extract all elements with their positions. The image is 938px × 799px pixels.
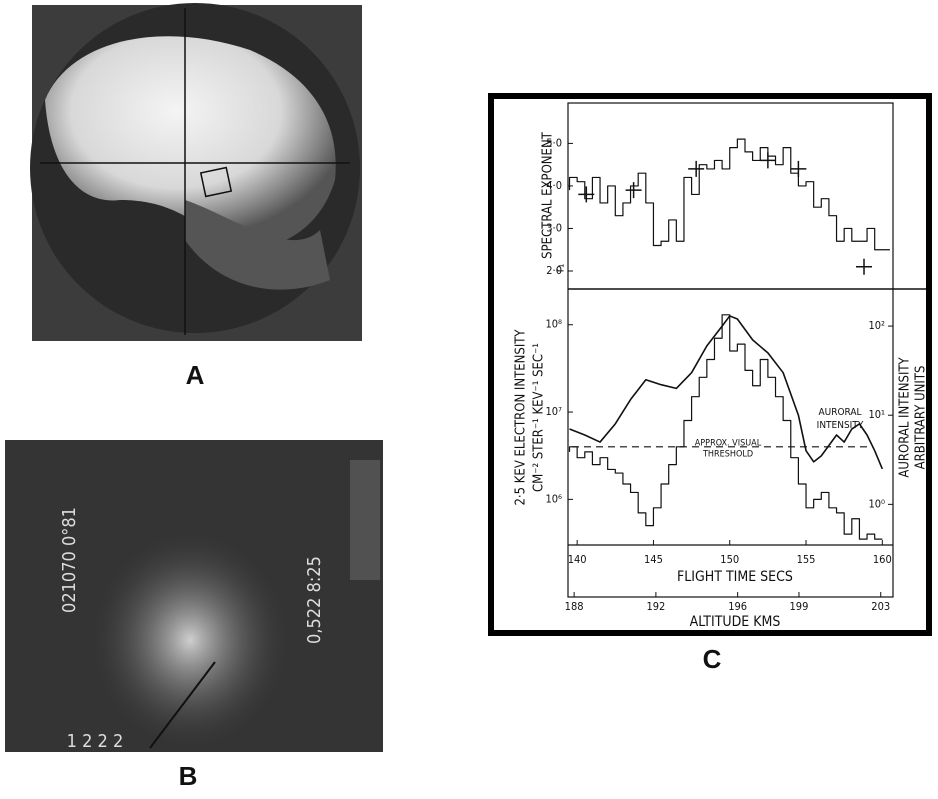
data-line bbox=[568, 314, 883, 540]
threshold-label: THRESHOLD bbox=[702, 449, 753, 459]
plot-frame bbox=[567, 102, 894, 598]
panel-label: C bbox=[703, 644, 722, 674]
error-cross bbox=[759, 152, 776, 169]
y-axis-label: SPECTRAL EXPONENT bbox=[541, 131, 556, 259]
y-tick-label: 10⁶ bbox=[545, 492, 562, 505]
film-text: 0,522 8:25 bbox=[304, 556, 325, 644]
x-tick-label: 140 bbox=[568, 553, 587, 566]
y-axis-label: 2·5 KEV ELECTRON INTENSITY bbox=[514, 329, 529, 506]
x-tick-label: 150 bbox=[720, 553, 739, 566]
film-text: 021070 0°81 bbox=[59, 507, 80, 613]
error-cross bbox=[578, 186, 595, 203]
x2-tick-label: 188 bbox=[565, 600, 584, 613]
film-text: 1 2 2 2 bbox=[67, 731, 124, 752]
y2-axis-label: ARBITRARY UNITS bbox=[914, 366, 929, 470]
y-tick-label: 4·0 bbox=[546, 179, 562, 192]
x2-tick-label: 203 bbox=[871, 600, 890, 613]
error-cross bbox=[688, 160, 705, 177]
y2-axis-label: AURORAL INTENSITY bbox=[898, 356, 913, 477]
y-tick-label: 5·0 bbox=[546, 136, 562, 149]
y2-tick-label: 10¹ bbox=[868, 408, 885, 421]
x2-tick-label: 199 bbox=[790, 600, 809, 613]
y-tick-label: 2·0 bbox=[546, 264, 562, 277]
y-axis-label: r₁ bbox=[553, 264, 567, 273]
annotation: AURORAL bbox=[818, 407, 861, 418]
x2-axis-label: ALTITUDE KMS bbox=[690, 614, 781, 630]
threshold-label: APPROX. VISUAL bbox=[695, 438, 762, 448]
error-cross bbox=[790, 160, 807, 177]
x2-tick-label: 196 bbox=[728, 600, 747, 613]
panel-label: A bbox=[186, 360, 205, 390]
panel-label: B bbox=[179, 761, 198, 791]
photo-a bbox=[30, 3, 362, 341]
error-cross bbox=[625, 182, 642, 199]
data-line bbox=[569, 315, 884, 470]
x-tick-label: 155 bbox=[797, 553, 816, 566]
photo-b bbox=[5, 440, 383, 752]
data-line bbox=[568, 138, 890, 251]
y2-tick-label: 10⁰ bbox=[868, 497, 885, 510]
x2-tick-label: 192 bbox=[646, 600, 665, 613]
y2-tick-label: 10² bbox=[868, 319, 885, 332]
x-tick-label: 160 bbox=[873, 553, 892, 566]
y-tick-label: 3·0 bbox=[546, 221, 562, 234]
annotation: INTENSITY bbox=[817, 420, 864, 431]
y-tick-label: 10⁷ bbox=[545, 405, 562, 418]
x-tick-label: 145 bbox=[644, 553, 663, 566]
y-tick-label: 10⁸ bbox=[545, 318, 562, 331]
error-cross bbox=[856, 258, 873, 275]
x-axis-label: FLIGHT TIME SECS bbox=[677, 569, 793, 585]
y-axis-label: CM⁻² STER⁻¹ KEV⁻¹ SEC⁻¹ bbox=[532, 343, 547, 492]
panel-frame bbox=[488, 93, 932, 636]
